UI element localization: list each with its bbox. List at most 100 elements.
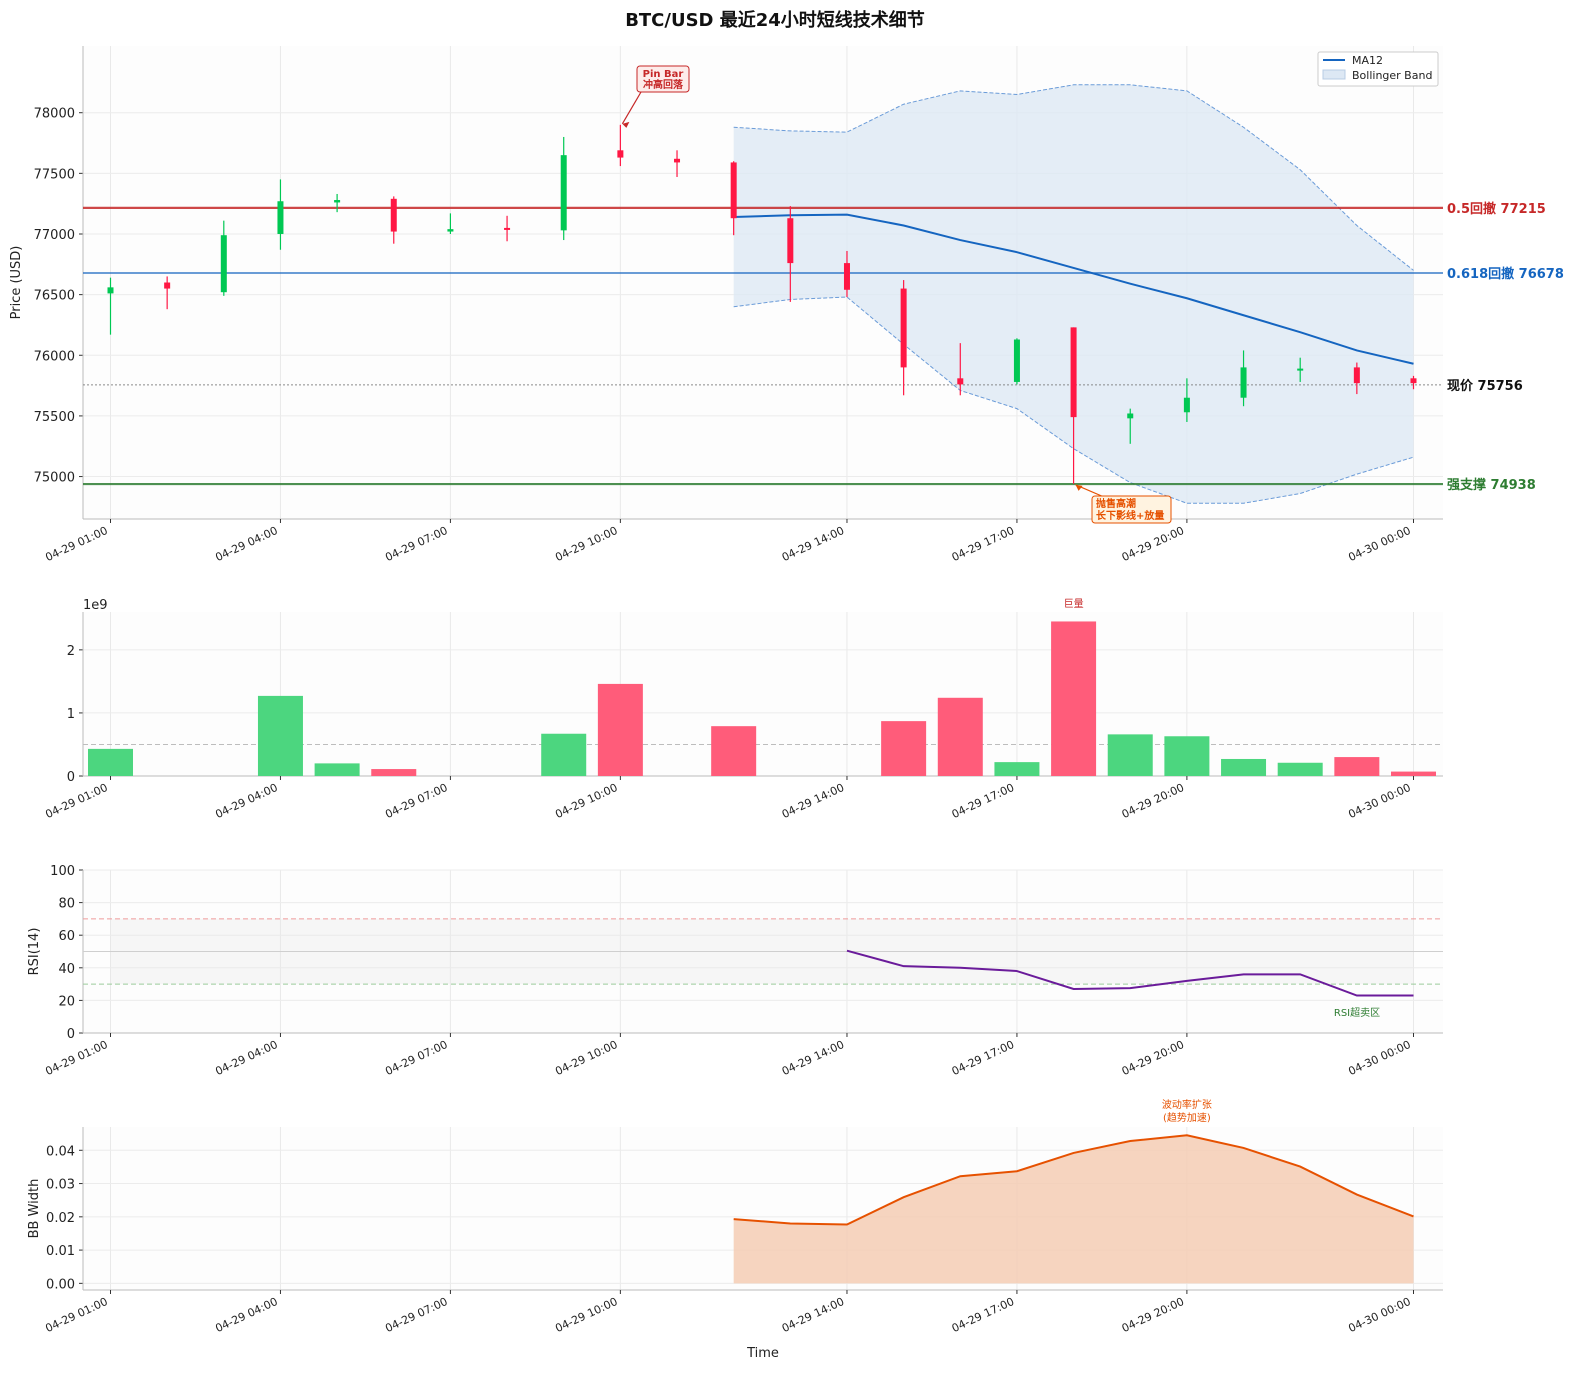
price-ytick-label: 76000	[34, 349, 75, 364]
rsi-xtick-label: 04-29 14:00	[780, 1038, 846, 1078]
price-ytick-label: 78000	[34, 107, 75, 122]
price-ytick-label: 77000	[34, 228, 75, 243]
rsi-xtick-label: 04-29 17:00	[950, 1038, 1016, 1078]
bbwidth-ytick-label: 0.00	[46, 1277, 75, 1292]
rsi-ytick-label: 40	[58, 962, 75, 977]
bbwidth-ytick-label: 0.04	[46, 1144, 75, 1159]
bbwidth-annotation: 波动率扩张	[1162, 1098, 1212, 1111]
candle-body	[1183, 397, 1190, 413]
volume-bar	[1164, 736, 1210, 776]
candle-body	[787, 218, 794, 264]
level-label: 0.5回撤 77215	[1447, 201, 1546, 217]
volume-bar	[257, 695, 303, 776]
candle-body	[390, 198, 397, 232]
price-xtick-label: 04-30 00:00	[1346, 524, 1412, 564]
rsi-ytick-label: 60	[58, 929, 75, 944]
level-label: 现价 75756	[1447, 379, 1523, 394]
pinbar-label: Pin Bar	[643, 69, 684, 80]
bbwidth-xtick-label: 04-30 00:00	[1346, 1295, 1412, 1335]
bbwidth-area	[733, 1135, 1414, 1284]
candle-body	[560, 155, 567, 231]
rsi-ytick-label: 0	[67, 1027, 75, 1042]
rsi-ytick-label: 20	[58, 994, 75, 1009]
candle-body	[277, 201, 284, 234]
rsi-xtick-label: 04-29 20:00	[1120, 1038, 1186, 1078]
rsi-ytick-label: 80	[58, 897, 75, 912]
volume-bar	[1334, 757, 1380, 776]
volume-xtick-label: 04-29 01:00	[43, 781, 109, 821]
candle-body	[843, 263, 850, 290]
rsi-line	[846, 949, 1414, 997]
bbwidth-xtick-label: 04-29 07:00	[383, 1295, 449, 1335]
bbwidth-ylabel: BB Width	[27, 1179, 42, 1239]
candle-body	[220, 235, 227, 293]
volume-bar	[1391, 771, 1436, 776]
price-xtick-label: 04-29 07:00	[383, 524, 449, 564]
candle-body	[1070, 327, 1077, 418]
volume-bar	[371, 769, 417, 776]
price-ytick-label: 76500	[34, 289, 75, 304]
volume-xtick-label: 04-29 10:00	[553, 781, 619, 821]
volume-xtick-label: 04-30 00:00	[1346, 781, 1412, 821]
candle-body	[1410, 378, 1417, 384]
candle-body	[1013, 339, 1020, 382]
bbwidth-ytick-label: 0.03	[46, 1178, 75, 1193]
price-ylabel: Price (USD)	[9, 246, 24, 320]
bbwidth-line	[733, 1134, 1414, 1226]
bollinger-upper-line	[733, 84, 1414, 271]
selloff-arrow-head	[1075, 484, 1083, 491]
volume-bar	[88, 748, 133, 776]
legend-band-swatch	[1322, 69, 1346, 80]
bbwidth-xtick-label: 04-29 20:00	[1120, 1295, 1186, 1335]
rsi-ytick-label: 100	[50, 864, 75, 879]
level-label: 0.618回撤 76678	[1447, 266, 1564, 282]
volume-xtick-label: 04-29 17:00	[950, 781, 1016, 821]
volume-ytick-label: 0	[67, 770, 75, 785]
candle-body	[447, 229, 454, 232]
pinbar-arrow-head	[622, 121, 630, 128]
rsi-xtick-label: 04-30 00:00	[1346, 1038, 1412, 1078]
volume-bar	[937, 697, 983, 776]
candle-body	[334, 200, 341, 203]
level-label: 强支撑 74938	[1447, 477, 1536, 493]
price-xtick-label: 04-29 14:00	[780, 524, 846, 564]
bbwidth-xtick-label: 04-29 17:00	[950, 1295, 1016, 1335]
price-ytick-label: 75000	[34, 471, 75, 486]
pinbar-box	[636, 65, 690, 93]
rsi-annotation: RSI超卖区	[1334, 1006, 1380, 1019]
volume-bar	[1107, 734, 1153, 776]
selloff-label: 抛售高潮	[1096, 497, 1136, 510]
volume-plot-area	[83, 612, 1443, 776]
candle-body	[1127, 413, 1134, 419]
selloff-box	[1091, 495, 1172, 524]
candle-body	[900, 288, 907, 368]
volume-xtick-label: 04-29 20:00	[1120, 781, 1186, 821]
candle-body	[504, 227, 511, 230]
x-axis-label: Time	[746, 1346, 779, 1361]
rsi-xtick-label: 04-29 10:00	[553, 1038, 619, 1078]
candle-body	[617, 150, 624, 158]
bbwidth-xtick-label: 04-29 10:00	[553, 1295, 619, 1335]
candle-body	[1353, 367, 1360, 384]
volume-xtick-label: 04-29 14:00	[780, 781, 846, 821]
price-ytick-label: 77500	[34, 167, 75, 182]
rsi-ylabel: RSI(14)	[27, 928, 42, 976]
chart-title: BTC/USD 最近24小时短线技术细节	[625, 9, 925, 31]
price-xtick-label: 04-29 01:00	[43, 524, 109, 564]
candle-body	[1297, 368, 1304, 371]
legend-band-label: Bollinger Band	[1352, 69, 1432, 82]
volume-bar	[1221, 758, 1267, 776]
volume-bar	[597, 683, 643, 776]
volume-bar	[1051, 621, 1097, 776]
pinbar-arrow	[621, 91, 642, 125]
legend-ma12-label: MA12	[1352, 54, 1383, 67]
volume-bar	[314, 763, 360, 776]
candle-body	[1240, 367, 1247, 398]
pinbar-sublabel: 冲高回落	[643, 78, 684, 91]
price-xtick-label: 04-29 04:00	[213, 524, 279, 564]
price-xtick-label: 04-29 10:00	[553, 524, 619, 564]
candle-body	[957, 378, 964, 385]
price-xtick-label: 04-29 17:00	[950, 524, 1016, 564]
ma12-line	[733, 213, 1414, 365]
